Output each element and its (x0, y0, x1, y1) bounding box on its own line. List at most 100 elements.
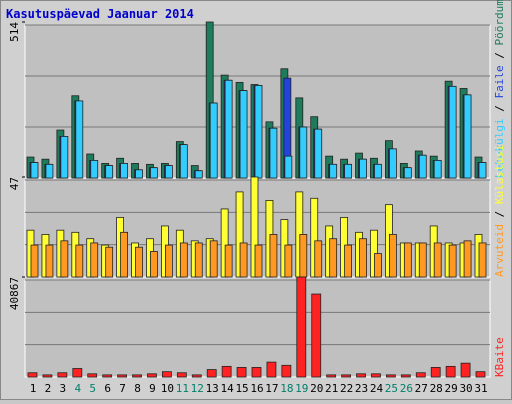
bar (460, 362, 471, 378)
legend-entry: Külastusi (493, 145, 506, 205)
x-tick-label: 12 (191, 382, 204, 395)
bar (236, 367, 247, 378)
x-tick-label: 9 (149, 382, 156, 395)
x-tick-label: 3 (60, 382, 67, 395)
bar (374, 163, 382, 179)
bar (430, 367, 441, 378)
bar (75, 244, 84, 278)
bar (45, 163, 54, 179)
x-tick-label: 5 (89, 382, 96, 395)
legend: Lehekülgi / Faile / Pöördumisi (493, 0, 506, 178)
x-tick-label: 24 (370, 382, 384, 395)
bar (164, 244, 173, 278)
bar (239, 90, 248, 179)
x-tick-label: 17 (265, 382, 278, 395)
x-tick-label: 18 (280, 382, 293, 395)
bar (254, 244, 263, 278)
bar (135, 246, 143, 278)
bar (105, 165, 114, 179)
bar (224, 244, 233, 278)
x-tick-label: 21 (325, 382, 338, 395)
x-tick-label: 30 (459, 382, 472, 395)
bar (359, 238, 367, 278)
bar (150, 167, 158, 179)
bar (254, 85, 263, 179)
bar (239, 242, 248, 278)
x-tick-label: 28 (430, 382, 443, 395)
legend-entry: Pöördumisi (493, 0, 506, 46)
bar (194, 242, 203, 278)
bar (314, 128, 323, 179)
x-tick-label: 29 (445, 382, 458, 395)
bar (296, 276, 307, 378)
bar (448, 85, 457, 179)
bar (209, 240, 218, 278)
bar (120, 163, 128, 179)
bar (385, 374, 396, 378)
legend-separator: / (493, 99, 506, 119)
bar (150, 251, 158, 278)
bar (326, 374, 337, 378)
bar (284, 244, 293, 278)
legend-entry: Lehekülgi (493, 118, 506, 178)
bar (221, 365, 232, 378)
bar (206, 369, 217, 378)
bar (179, 144, 188, 179)
bar (418, 242, 427, 278)
x-tick-label: 11 (176, 382, 189, 395)
bar (388, 148, 397, 179)
bar (374, 253, 382, 278)
legend: Arvuteid / Külastusi (493, 145, 506, 277)
legend-separator: / (493, 204, 506, 224)
bar (87, 373, 98, 378)
bar (314, 240, 323, 278)
bar (329, 238, 338, 278)
x-tick-label: 4 (74, 382, 81, 395)
bar (220, 208, 229, 278)
bar (164, 165, 173, 179)
bar (147, 373, 157, 378)
x-tick-label: 2 (45, 382, 52, 395)
x-tick-label: 31 (474, 382, 487, 395)
bar (235, 191, 244, 278)
bar (176, 372, 187, 378)
bar (120, 231, 128, 278)
x-tick-label: 23 (355, 382, 368, 395)
x-tick-label: 14 (221, 382, 235, 395)
bar (310, 197, 319, 278)
bar (475, 371, 486, 378)
bar (42, 374, 53, 378)
bar (433, 159, 442, 179)
bar (251, 367, 262, 378)
x-tick-label: 10 (161, 382, 174, 395)
bar (344, 163, 353, 179)
x-tick-label: 7 (119, 382, 126, 395)
bar (269, 127, 278, 179)
legend-entry: KBaite (493, 337, 506, 377)
bar (329, 163, 338, 179)
bar (400, 374, 411, 378)
bar (281, 364, 292, 378)
legend-entry: Arvuteid (493, 224, 506, 277)
bar (418, 154, 427, 179)
bar (191, 374, 202, 378)
bar (448, 244, 457, 278)
x-tick-label: 26 (400, 382, 413, 395)
y-tick-label: 514 (8, 22, 21, 42)
bar (135, 169, 143, 179)
legend-entry: Faile (493, 65, 506, 98)
bar (356, 373, 366, 378)
bar (463, 94, 472, 179)
panel-bg (24, 279, 491, 378)
y-tick-label: 47 (8, 177, 21, 190)
bar (371, 373, 381, 378)
bar (117, 374, 127, 378)
legend-separator: / (493, 46, 506, 66)
x-tick-label: 27 (415, 382, 428, 395)
legend: KBaite (493, 337, 506, 377)
bar (179, 242, 188, 278)
bar (90, 159, 99, 179)
bar (344, 244, 353, 278)
bar (72, 368, 83, 378)
bar (388, 234, 397, 278)
